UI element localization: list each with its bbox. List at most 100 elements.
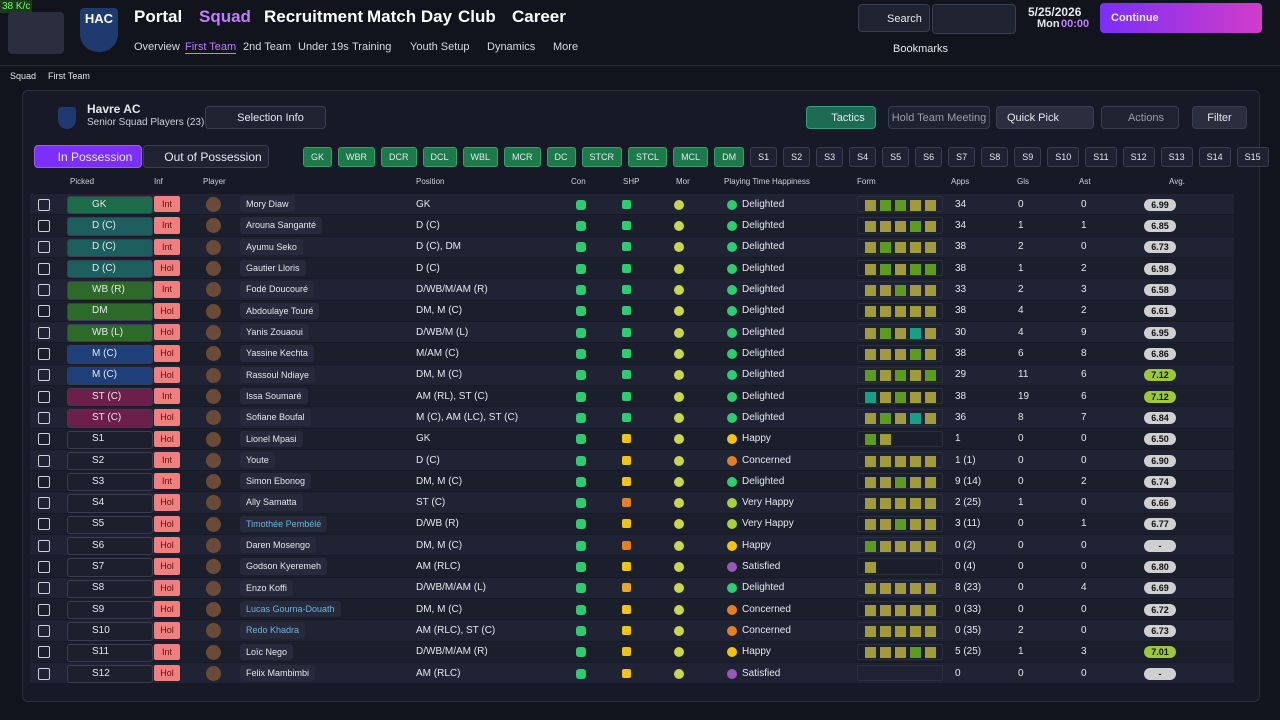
sub-chip[interactable]: S3: [816, 147, 844, 167]
sub-chip[interactable]: S13: [1160, 147, 1193, 167]
checkbox[interactable]: [38, 667, 50, 680]
column-header[interactable]: Ast: [1079, 177, 1091, 186]
player-name[interactable]: Loïc Nego: [240, 643, 294, 661]
picked-select[interactable]: [67, 537, 153, 556]
picked-select[interactable]: [67, 217, 153, 236]
sub-chip[interactable]: S15: [1236, 147, 1269, 167]
picked-select[interactable]: [67, 579, 153, 599]
position-chip[interactable]: WBL: [462, 147, 499, 167]
toolbar[interactable]: [932, 4, 1016, 34]
breadcrumb[interactable]: Squad: [10, 71, 37, 81]
player-name[interactable]: Yanis Zouaoui: [240, 323, 309, 341]
breadcrumb[interactable]: First Team: [48, 71, 90, 81]
player-name[interactable]: Gautier Lloris: [240, 259, 306, 277]
subnav-item[interactable]: Overview: [134, 41, 180, 53]
tab-out-possession[interactable]: Out of Possession: [143, 145, 269, 168]
checkbox[interactable]: [38, 305, 50, 318]
picked-select[interactable]: [67, 643, 153, 663]
sub-chip[interactable]: S5: [882, 147, 910, 167]
sub-chip[interactable]: S7: [948, 147, 976, 167]
player-name[interactable]: Daren Mosengo: [240, 537, 317, 554]
player-name[interactable]: Ayumu Seko: [240, 238, 303, 255]
picked-select[interactable]: [67, 601, 153, 620]
checkbox[interactable]: [38, 582, 50, 595]
checkbox[interactable]: [38, 561, 50, 574]
picked-select[interactable]: [67, 281, 153, 300]
player-name[interactable]: Timothée Pembélé: [240, 515, 328, 533]
picked-select[interactable]: [67, 409, 153, 428]
position-chip[interactable]: DCR: [381, 147, 417, 167]
picked-select[interactable]: [67, 302, 153, 321]
picked-select[interactable]: [67, 387, 153, 407]
position-chip[interactable]: DCL: [422, 147, 457, 167]
subnav-item[interactable]: Training: [352, 41, 392, 53]
position-chip[interactable]: STCR: [581, 147, 623, 167]
quick-pick[interactable]: Quick Pick: [996, 106, 1094, 129]
player-name[interactable]: Redo Khadra: [240, 622, 306, 639]
checkbox[interactable]: [38, 198, 50, 211]
picked-select[interactable]: [67, 558, 153, 577]
actions-button[interactable]: Actions: [1101, 106, 1179, 129]
checkbox[interactable]: [38, 646, 50, 659]
subnav-item[interactable]: Dynamics: [487, 41, 536, 53]
filter-button[interactable]: Filter: [1192, 106, 1247, 129]
picked-select[interactable]: [67, 196, 153, 215]
sub-chip[interactable]: S9: [1014, 147, 1042, 167]
column-header[interactable]: Apps: [951, 177, 970, 186]
player-name[interactable]: Fodé Doucouré: [240, 281, 315, 298]
player-name[interactable]: Sofiane Boufal: [240, 409, 311, 426]
player-name[interactable]: Felix Mambimbi: [240, 665, 316, 682]
checkbox[interactable]: [38, 369, 50, 382]
meeting-button[interactable]: Hold Team Meeting: [888, 106, 990, 129]
player-name[interactable]: Mory Diaw: [240, 196, 295, 213]
position-chip[interactable]: DC: [546, 147, 576, 167]
picked-select[interactable]: [67, 473, 153, 492]
column-header[interactable]: Gls: [1017, 177, 1029, 186]
picked-select[interactable]: [67, 494, 153, 513]
position-chip[interactable]: WBR: [338, 147, 376, 167]
checkbox[interactable]: [38, 603, 50, 616]
subnav-item[interactable]: Under 19s: [298, 41, 349, 53]
checkbox[interactable]: [38, 219, 50, 232]
subnav-item[interactable]: First Team: [185, 41, 237, 54]
player-name[interactable]: Abdoulaye Touré: [240, 302, 320, 319]
picked-select[interactable]: [67, 238, 153, 257]
picked-select[interactable]: [67, 366, 153, 385]
checkbox[interactable]: [38, 433, 50, 446]
checkbox[interactable]: [38, 241, 50, 254]
sub-chip[interactable]: S1: [750, 147, 778, 167]
checkbox[interactable]: [38, 390, 50, 403]
player-name[interactable]: Arouna Sanganté: [240, 217, 323, 234]
nav-item[interactable]: Career: [512, 7, 566, 26]
sub-chip[interactable]: S10: [1047, 147, 1080, 167]
column-header[interactable]: Form: [857, 177, 876, 186]
player-name[interactable]: Youte: [240, 451, 275, 469]
column-header[interactable]: Avg.: [1169, 177, 1185, 186]
position-chip[interactable]: MCR: [504, 147, 541, 167]
column-header[interactable]: Mor: [676, 177, 690, 186]
club-logo[interactable]: HAC: [80, 8, 118, 52]
subnav-item[interactable]: 2nd Team: [243, 41, 292, 53]
checkbox[interactable]: [38, 625, 50, 638]
checkbox[interactable]: [38, 411, 50, 424]
player-name[interactable]: Ally Samatta: [240, 494, 303, 511]
picked-select[interactable]: [67, 451, 153, 471]
nav-item[interactable]: Match Day: [367, 7, 453, 26]
picked-select[interactable]: [67, 323, 153, 343]
picked-select[interactable]: [67, 665, 153, 684]
nav-item[interactable]: Portal: [134, 7, 183, 26]
tactics-button[interactable]: Tactics: [806, 106, 876, 129]
sub-chip[interactable]: S11: [1085, 147, 1117, 167]
selection-info[interactable]: Selection Info: [205, 106, 326, 129]
player-name[interactable]: Lionel Mpasi: [240, 430, 303, 447]
picked-select[interactable]: [67, 430, 153, 449]
player-name[interactable]: Yassine Kechta: [240, 345, 314, 362]
nav-item[interactable]: Squad: [199, 7, 251, 26]
checkbox[interactable]: [38, 518, 50, 531]
checkbox[interactable]: [38, 497, 50, 510]
player-name[interactable]: Simon Ebonog: [240, 473, 312, 490]
column-header[interactable]: Inf: [154, 177, 163, 186]
tab-in-possession[interactable]: In Possession: [34, 145, 142, 168]
nav-item[interactable]: Club: [458, 7, 496, 26]
column-header[interactable]: Con: [571, 177, 586, 186]
